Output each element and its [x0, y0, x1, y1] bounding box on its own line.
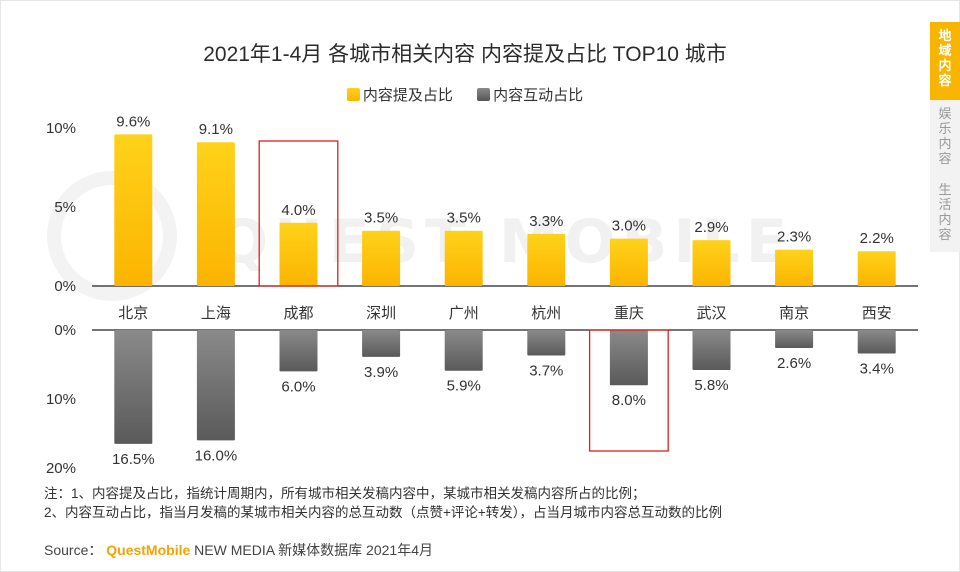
mention-bar — [775, 249, 814, 286]
mention-bar — [114, 134, 153, 286]
interaction-value-label: 3.4% — [860, 360, 894, 377]
interaction-bar — [114, 330, 153, 444]
mention-value-label: 4.0% — [281, 202, 315, 219]
top-y-tick-label: 10% — [46, 120, 76, 137]
category-label: 杭州 — [531, 305, 561, 322]
interaction-value-label: 6.0% — [281, 378, 315, 395]
legend-swatch-gray — [477, 88, 491, 101]
category-label: 重庆 — [614, 305, 644, 322]
mention-bar — [279, 222, 318, 286]
interaction-value-label: 5.8% — [694, 377, 728, 394]
interaction-value-label: 3.7% — [529, 363, 563, 380]
legend-label-interaction: 内容互动占比 — [493, 87, 584, 104]
footnote-1: 注：1、内容提及占比，指统计周期内，所有城市相关发稿内容中，某城市相关发稿内容所… — [44, 486, 646, 501]
bottom-y-tick-label: 10% — [46, 391, 76, 408]
interaction-bar — [279, 330, 318, 372]
bottom-y-tick-label: 0% — [54, 322, 76, 339]
source-line: Source： QuestMobile NEW MEDIA 新媒体数据库 202… — [44, 540, 433, 560]
interaction-value-label: 2.6% — [777, 355, 811, 372]
interaction-value-label: 8.0% — [612, 392, 646, 409]
category-label: 北京 — [118, 305, 148, 322]
mention-bar — [196, 142, 235, 286]
category-label: 广州 — [449, 305, 479, 322]
tab-region-content[interactable]: 地域内容 — [930, 22, 960, 100]
interaction-value-label: 16.0% — [195, 447, 238, 464]
mention-value-label: 3.5% — [364, 210, 398, 227]
interaction-bar — [527, 330, 566, 356]
highlight-box-mention — [258, 140, 339, 287]
interaction-bar — [444, 330, 483, 371]
interaction-value-label: 5.9% — [447, 378, 481, 395]
tab-life-content[interactable]: 生活内容 — [930, 176, 960, 252]
tab-region-content-label: 地域内容 — [938, 28, 952, 88]
legend-label-mention: 内容提及占比 — [362, 87, 453, 104]
mention-bar — [857, 251, 896, 286]
mention-bar — [444, 230, 483, 286]
category-label: 深圳 — [366, 305, 396, 322]
source-rest: NEW MEDIA 新媒体数据库 2021年4月 — [194, 542, 433, 558]
watermark-logo — [47, 171, 177, 301]
tab-entertainment-content-label: 娱乐内容 — [938, 106, 952, 166]
mention-bar — [692, 240, 731, 286]
legend: 内容提及占比 内容互动占比 — [0, 84, 930, 105]
interaction-bar — [609, 330, 648, 386]
mention-value-label: 9.6% — [116, 113, 150, 130]
footnote-2: 2、内容互动占比，指当月发稿的某城市相关内容的总互动数（点赞+评论+转发），占当… — [44, 505, 723, 520]
tab-life-content-label: 生活内容 — [938, 182, 952, 242]
interaction-bar — [196, 330, 235, 441]
mention-value-label: 2.2% — [860, 230, 894, 247]
top-y-tick-label: 5% — [54, 199, 76, 216]
mention-bar — [609, 238, 648, 286]
mention-bar — [527, 233, 566, 286]
mention-value-label: 3.3% — [529, 213, 563, 230]
mention-bar — [362, 230, 401, 286]
interaction-bar — [692, 330, 731, 371]
legend-item-mention: 内容提及占比 — [346, 84, 453, 105]
mention-value-label: 3.0% — [612, 218, 646, 235]
category-label: 西安 — [862, 305, 892, 322]
footnotes: 注：1、内容提及占比，指统计周期内，所有城市相关发稿内容中，某城市相关发稿内容所… — [44, 484, 722, 522]
legend-item-interaction: 内容互动占比 — [477, 84, 583, 105]
bottom-y-tick-label: 20% — [46, 460, 76, 477]
interaction-value-label: 3.9% — [364, 364, 398, 381]
category-label: 南京 — [779, 305, 809, 322]
chart-title: 2021年1-4月 各城市相关内容 内容提及占比 TOP10 城市 — [203, 43, 727, 66]
interaction-value-label: 16.5% — [112, 451, 155, 468]
mention-value-label: 2.9% — [694, 219, 728, 236]
bar-chart: QUEST MOBILE 0%5%10%0%10%20% 9.6%北京16.5%… — [46, 113, 918, 477]
mention-value-label: 9.1% — [199, 121, 233, 138]
category-label: 上海 — [201, 305, 231, 322]
highlight-box-interaction — [588, 329, 669, 452]
top-y-tick-label: 0% — [54, 278, 76, 295]
interaction-bar — [775, 330, 814, 348]
source-label: Source： — [44, 542, 103, 558]
tab-entertainment-content[interactable]: 娱乐内容 — [930, 100, 960, 176]
category-label: 武汉 — [696, 305, 726, 322]
legend-swatch-yellow — [346, 88, 360, 101]
interaction-bar — [857, 330, 896, 354]
category-label: 成都 — [283, 305, 313, 322]
mention-value-label: 2.3% — [777, 229, 811, 246]
interaction-bar — [362, 330, 401, 357]
side-tabs: 地域内容 娱乐内容 生活内容 — [930, 22, 960, 252]
source-brand: QuestMobile — [106, 542, 191, 558]
mention-value-label: 3.5% — [447, 210, 481, 227]
